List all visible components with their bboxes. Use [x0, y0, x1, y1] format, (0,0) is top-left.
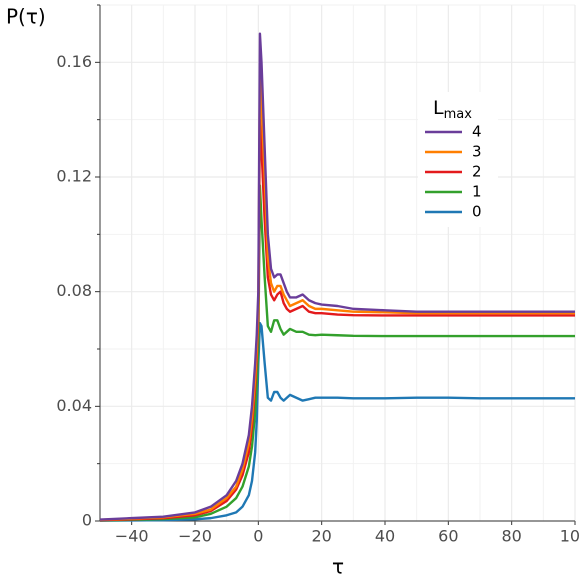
x-tick-label: 20 [311, 527, 331, 546]
legend-title-main: L [433, 97, 444, 119]
legend-title-sub: max [444, 107, 473, 122]
x-tick-label: 100 [560, 527, 581, 546]
x-tick-label: −40 [115, 527, 149, 546]
legend-label: 0 [472, 203, 482, 221]
x-tick-label: 40 [375, 527, 395, 546]
x-tick-label: 0 [253, 527, 263, 546]
legend-label: 2 [472, 163, 482, 181]
y-tick-label: 0 [82, 511, 92, 530]
x-axis-label: τ [332, 555, 344, 579]
legend-label: 3 [472, 143, 482, 161]
y-tick-label: 0.08 [56, 281, 92, 300]
series-line [99, 322, 575, 522]
y-tick-label: 0.04 [56, 396, 92, 415]
y-tick-label: 0.16 [56, 52, 92, 71]
y-tick-label: 0.12 [56, 167, 92, 186]
x-tick-label: 80 [501, 527, 521, 546]
x-tick-label: 60 [438, 527, 458, 546]
legend-label: 4 [472, 123, 482, 141]
series-line [99, 184, 575, 522]
series-line [99, 75, 575, 522]
legend-label: 1 [472, 183, 482, 201]
series-line [99, 118, 575, 522]
legend-box [418, 92, 498, 227]
y-axis-label: P(τ) [6, 5, 46, 29]
series-line [99, 32, 575, 521]
legend-title: Lmax [433, 97, 472, 122]
x-tick-label: −20 [178, 527, 212, 546]
